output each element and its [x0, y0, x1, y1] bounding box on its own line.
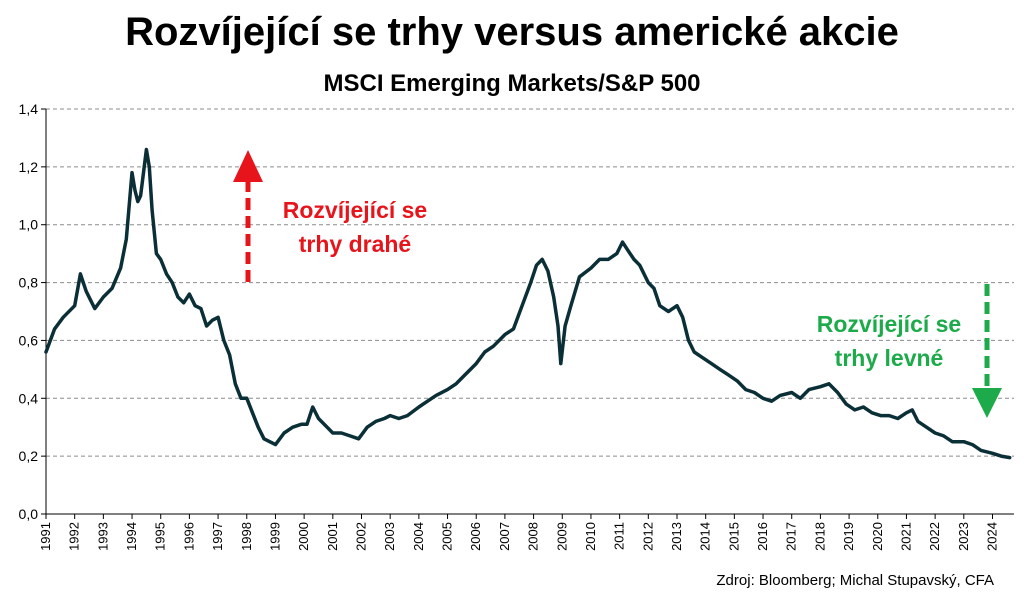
- cheap-label-line1: Rozvíjející se: [817, 311, 961, 337]
- x-tick-label: 1991: [38, 522, 53, 551]
- x-tick-label: 1996: [181, 522, 196, 551]
- y-tick-label: 0,0: [19, 506, 39, 522]
- axes: [41, 108, 1014, 519]
- annotations: Rozvíjející se trhy drahé Rozvíjející se…: [233, 150, 1002, 418]
- x-tick-label: 2006: [468, 522, 483, 551]
- x-tick-label: 1997: [210, 522, 225, 551]
- x-tick-label: 2009: [554, 522, 569, 551]
- x-tick-label: 2007: [497, 522, 512, 551]
- x-tick-label: 2014: [698, 522, 713, 551]
- x-tick-label: 2023: [956, 522, 971, 551]
- x-tick-label: 2015: [726, 522, 741, 551]
- y-tick-label: 1,4: [19, 101, 39, 117]
- x-tick-label: 1992: [67, 522, 82, 551]
- x-tick-label: 2016: [755, 522, 770, 551]
- expensive-label-line1: Rozvíjející se: [283, 197, 427, 223]
- x-tick-label: 2008: [526, 522, 541, 551]
- x-tick-label: 2002: [353, 522, 368, 551]
- x-tick-label: 2004: [411, 522, 426, 551]
- x-tick-label: 2010: [583, 522, 598, 551]
- x-tick-label: 2003: [382, 522, 397, 551]
- y-tick-label: 0,2: [19, 448, 39, 464]
- cheap-label-line2: trhy levné: [835, 345, 944, 371]
- x-tick-label: 2000: [296, 522, 311, 551]
- series-line: [44, 147, 1012, 460]
- x-tick-label: 1995: [153, 522, 168, 551]
- series-group: [44, 147, 1012, 460]
- y-tick-label: 0,4: [19, 390, 39, 406]
- y-tick-labels: 0,0 0,2 0,4 0,6 0,8 1,0 1,2 1,4: [19, 101, 39, 522]
- x-tick-label: 2011: [612, 522, 627, 550]
- x-tick-label: 2012: [640, 522, 655, 551]
- x-tick-label: 1994: [124, 522, 139, 551]
- x-tick-label: 1993: [95, 522, 110, 551]
- x-tick-label: 2013: [669, 522, 684, 551]
- x-tick-label: 2017: [784, 522, 799, 551]
- x-tick-label: 1998: [239, 522, 254, 551]
- x-tick-label: 1999: [267, 522, 282, 551]
- x-tick-label: 2018: [812, 522, 827, 551]
- chart-title: Rozvíjející se trhy versus americké akci…: [125, 10, 899, 54]
- y-tick-label: 1,0: [19, 217, 39, 233]
- gridlines: [46, 108, 1014, 457]
- x-tick-labels: 1991 1992 1993 1994 1995 1996 1997 1998 1999 2000…: [38, 522, 999, 551]
- expensive-label-line2: trhy drahé: [299, 231, 411, 257]
- source-note: Zdroj: Bloomberg; Michal Stupavský, CFA: [716, 572, 994, 589]
- x-tick-label: 2001: [325, 522, 340, 551]
- x-tick-label: 2005: [440, 522, 455, 551]
- chart-subtitle: MSCI Emerging Markets/S&P 500: [323, 70, 701, 97]
- cheap-arrow-head: [972, 388, 1002, 418]
- x-tick-label: 2019: [841, 522, 856, 551]
- x-tick-label: 2020: [870, 522, 885, 551]
- y-tick-label: 0,8: [19, 275, 39, 291]
- y-tick-label: 1,2: [19, 159, 39, 175]
- x-tick-label: 2022: [927, 522, 942, 551]
- x-tick-label: 2021: [898, 522, 913, 551]
- expensive-arrow-head: [233, 150, 263, 182]
- x-tick-label: 2024: [984, 522, 999, 551]
- y-tick-label: 0,6: [19, 332, 39, 348]
